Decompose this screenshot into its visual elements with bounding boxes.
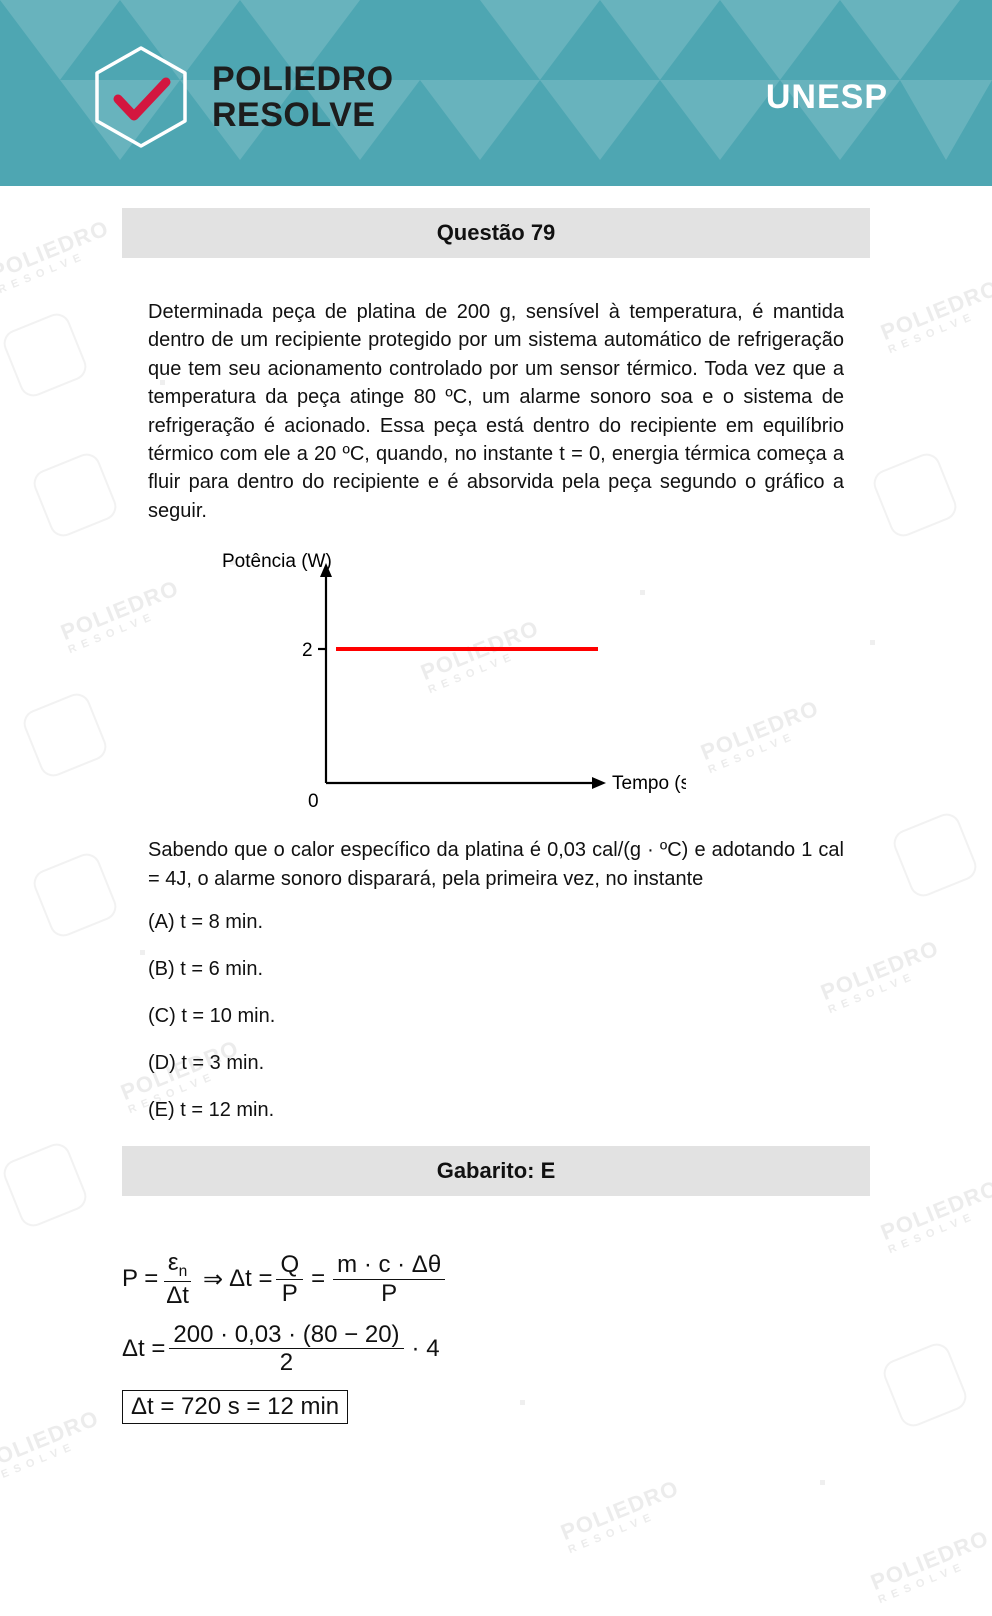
solution-block: P = εn Δt ⇒ Δt = Q P = m · c · Δθ P Δt: [122, 1250, 842, 1424]
power-time-chart: Potência (W) Tempo (s) 2 0: [206, 543, 686, 828]
eq3-boxed: Δt = 720 s = 12 min: [122, 1390, 348, 1424]
option-b: (B) t = 6 min.: [148, 958, 844, 981]
eq1-frac3: m · c · Δθ P: [333, 1252, 445, 1305]
brand-text: POLIEDRO RESOLVE: [212, 62, 394, 132]
solution-eq2: Δt = 200 · 0,03 · (80 − 20) 2 · 4: [122, 1322, 842, 1375]
brand-line1: POLIEDRO: [212, 62, 394, 96]
svg-text:Potência (W): Potência (W): [222, 551, 332, 572]
eq2-lhs: Δt =: [122, 1335, 165, 1363]
svg-text:Tempo (s): Tempo (s): [612, 773, 686, 794]
eq1-frac2-num: Q: [276, 1252, 303, 1279]
eq2-tail: · 4: [412, 1335, 440, 1363]
question-title: Questão 79: [437, 220, 556, 245]
wm-sub: RESOLVE: [876, 1548, 992, 1606]
eq1-frac1: εn Δt: [162, 1250, 193, 1308]
question-title-bar: Questão 79: [122, 208, 870, 258]
eq1-lhs: P =: [122, 1265, 158, 1293]
eq2-frac: 200 · 0,03 · (80 − 20) 2: [169, 1322, 403, 1375]
gabarito-title-bar: Gabarito: E: [122, 1146, 870, 1196]
eq1-arrow: ⇒: [203, 1265, 223, 1294]
exam-label: UNESP: [766, 78, 888, 117]
brand-logo: POLIEDRO RESOLVE: [88, 44, 394, 150]
svg-text:2: 2: [302, 640, 313, 661]
eq1-frac3-num: m · c · Δθ: [333, 1252, 445, 1279]
eq1-frac3-den: P: [377, 1280, 401, 1306]
wm-sub: RESOLVE: [566, 1498, 687, 1556]
header-banner: POLIEDRO RESOLVE UNESP: [0, 0, 992, 186]
eq2-frac-num: 200 · 0,03 · (80 − 20): [169, 1322, 403, 1349]
brand-line2: RESOLVE: [212, 98, 394, 132]
wm-text: POLIEDRO: [868, 1528, 991, 1593]
wm-text: POLIEDRO: [558, 1478, 681, 1543]
question-paragraph-2: Sabendo que o calor específico da platin…: [148, 836, 844, 893]
svg-text:0: 0: [308, 791, 319, 812]
option-c: (C) t = 10 min.: [148, 1005, 844, 1028]
eq1-frac2-den: P: [278, 1280, 302, 1306]
content-area: Questão 79 Determinada peça de platina d…: [0, 208, 992, 1478]
option-a: (A) t = 8 min.: [148, 911, 844, 934]
gabarito-title: Gabarito: E: [437, 1158, 556, 1183]
eq1-frac2: Q P: [276, 1252, 303, 1305]
question-paragraph-1: Determinada peça de platina de 200 g, se…: [148, 298, 844, 525]
option-d: (D) t = 3 min.: [148, 1052, 844, 1075]
hexagon-icon: [88, 44, 194, 150]
eq1-eq: =: [311, 1265, 325, 1293]
chart-svg: Potência (W) Tempo (s) 2 0: [206, 543, 686, 823]
answer-options: (A) t = 8 min. (B) t = 6 min. (C) t = 10…: [148, 911, 844, 1122]
eq1-frac1-num: εn: [164, 1250, 191, 1282]
solution-eq1: P = εn Δt ⇒ Δt = Q P = m · c · Δθ P: [122, 1250, 842, 1308]
solution-eq3: Δt = 720 s = 12 min: [122, 1390, 842, 1424]
eq1-mid: Δt =: [229, 1265, 272, 1293]
option-e: (E) t = 12 min.: [148, 1099, 844, 1122]
eq2-frac-den: 2: [276, 1349, 297, 1375]
page-root: POLIEDRORESOLVE POLIEDRORESOLVE POLIEDRO…: [0, 0, 992, 1616]
eq1-frac1-den: Δt: [162, 1282, 193, 1308]
